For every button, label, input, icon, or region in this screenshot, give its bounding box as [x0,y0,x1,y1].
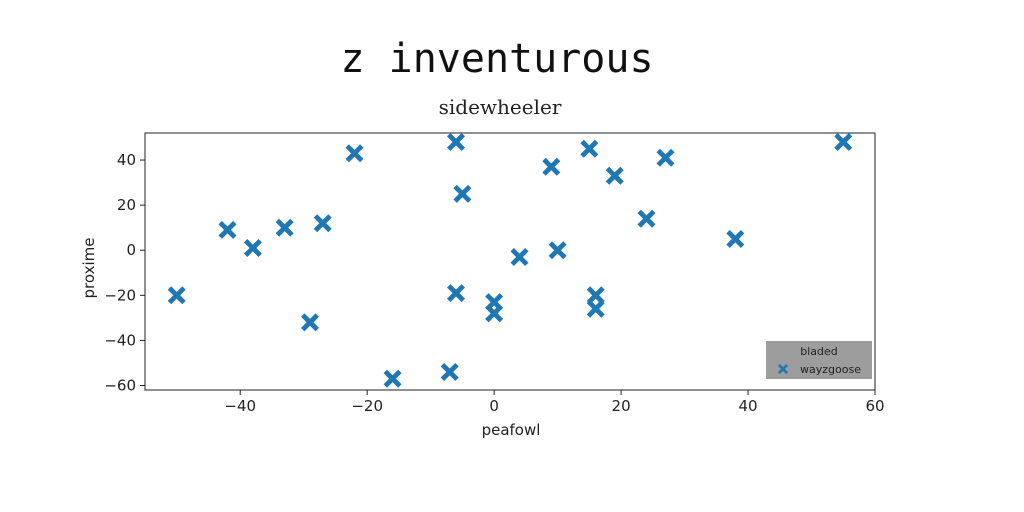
data-point [510,248,529,266]
plot-area-frame [144,132,876,391]
data-point [313,214,332,233]
data-point [275,218,294,237]
data-point [301,313,319,332]
data-point [243,239,262,257]
y-axis-label: proxime [80,238,98,299]
data-point [586,286,605,305]
y-axis: 40 20 0 −20 −40 −60 [104,151,145,394]
data-point [834,133,853,151]
data-point [383,369,402,388]
data-point [485,304,504,323]
chart-subtitle: sidewheeler [439,95,562,119]
data-point [447,284,465,303]
x-tick-label: 20 [612,397,631,415]
x-tick-label: 40 [738,397,757,415]
x-axis: −40 −20 0 20 40 60 [224,390,885,415]
data-point [726,230,745,248]
data-point [637,209,656,228]
legend-label: wayzgoose [800,363,861,376]
data-point [167,286,186,305]
legend-marker [778,364,788,374]
y-tick-label: 20 [117,196,136,214]
x-tick-label: 60 [865,397,884,415]
scatter-points [167,133,853,388]
x-tick-label: 0 [489,397,499,415]
data-point [218,220,237,239]
data-point [605,166,624,185]
y-tick-label: −20 [104,286,136,304]
data-point [440,363,459,381]
legend-box [766,341,872,379]
x-tick-label: −40 [224,397,256,415]
data-point [580,139,599,158]
data-point [656,148,675,167]
chart-title: z inventurous [340,36,653,82]
data-point [345,144,364,163]
data-point [542,157,561,176]
x-tick-label: −20 [351,397,383,415]
x-axis-label: peafowl [482,421,541,439]
legend-marker-x [778,364,788,374]
y-tick-label: 40 [117,151,136,169]
data-point [447,133,465,151]
legend-title: bladed [800,345,838,358]
data-point [453,184,472,203]
data-point [586,299,605,318]
legend: bladed wayzgoose [766,341,872,379]
y-tick-label: −40 [104,331,136,349]
y-tick-label: −60 [104,376,136,394]
y-tick-label: 0 [126,241,136,259]
data-point [548,241,567,260]
